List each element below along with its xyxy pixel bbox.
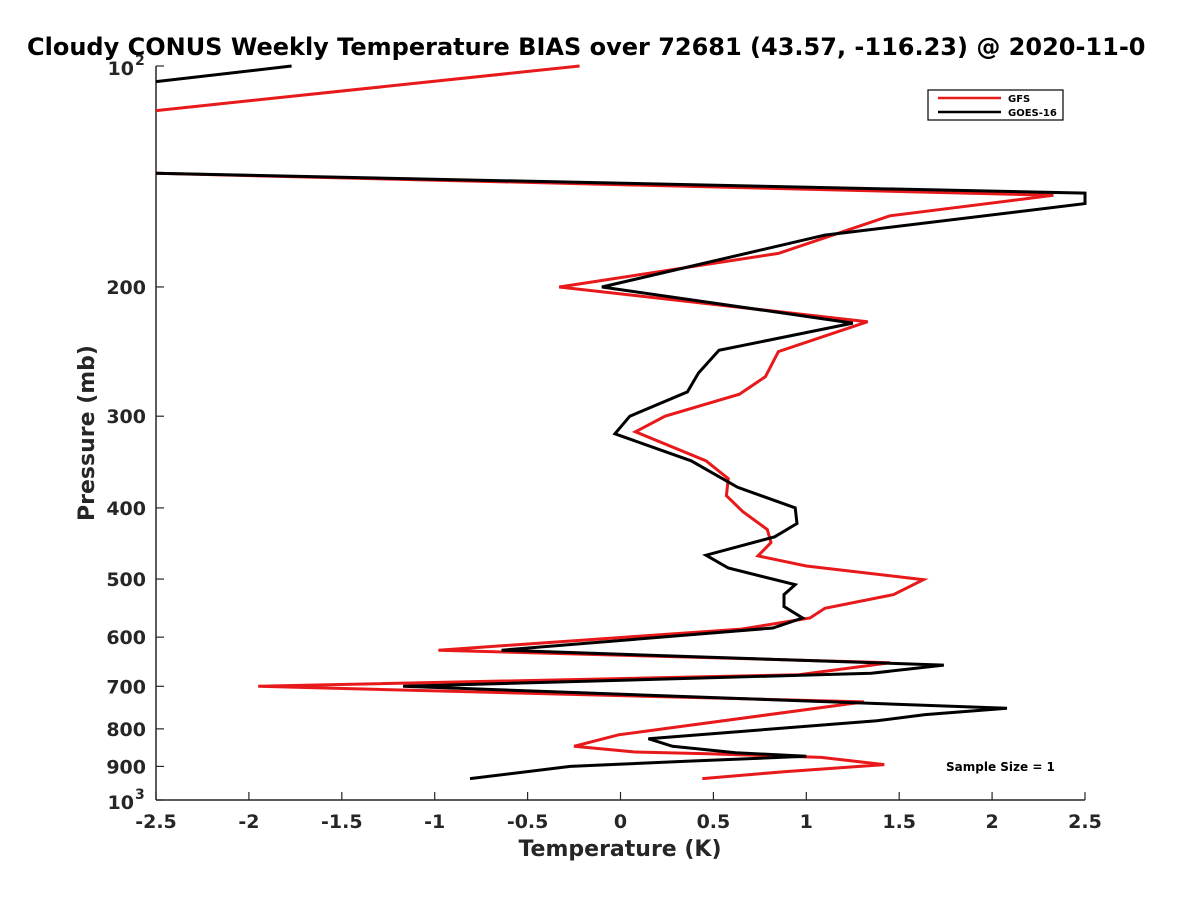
- y-decade-label: 10: [108, 58, 134, 80]
- y-tick-label: 300: [106, 406, 146, 428]
- series-goes-16: [155, 64, 1087, 781]
- x-axis-label: Temperature (K): [518, 837, 721, 862]
- x-tick-label: 2.5: [1068, 811, 1102, 833]
- x-tick-label: -1.5: [321, 811, 363, 833]
- y-decade-exponent: 3: [135, 787, 145, 803]
- x-tick-label: -2: [238, 811, 259, 833]
- series-line: [155, 171, 1054, 781]
- legend-label: GFS: [1008, 94, 1030, 105]
- legend-box: [927, 89, 1064, 121]
- y-decade-label: 10: [108, 792, 134, 814]
- series-gfs: [155, 64, 1054, 781]
- legend: GFS GOES-16: [927, 89, 1064, 121]
- x-tick-label: 2: [985, 811, 998, 833]
- y-tick-label: 700: [106, 676, 146, 698]
- x-ticks: -2.5 -2 -1.5 -1 -0.5 0 0.5 1 1.5 2 2.5: [135, 792, 1102, 833]
- y-decade-base: 10: [108, 792, 134, 814]
- x-tick-label: -1: [424, 811, 445, 833]
- x-tick-label: -0.5: [507, 811, 549, 833]
- x-tick-label: 1.5: [882, 811, 916, 833]
- series-line: [155, 64, 292, 84]
- y-tick-label: 400: [106, 498, 146, 520]
- y-decade-exponent: 2: [135, 53, 145, 69]
- y-axis-label: Pressure (mb): [75, 345, 100, 521]
- legend-label: GOES-16: [1008, 108, 1057, 119]
- sample-size-annotation: Sample Size = 1: [946, 760, 1055, 774]
- series-line: [155, 171, 1087, 781]
- y-tick-label: 600: [106, 627, 146, 649]
- y-tick-label: 800: [106, 719, 146, 741]
- y-tick-label: 900: [106, 756, 146, 778]
- x-tick-label: 1: [800, 811, 813, 833]
- x-tick-label: 0: [614, 811, 627, 833]
- y-tick-label: 200: [106, 277, 146, 299]
- x-tick-label: -2.5: [135, 811, 177, 833]
- series-line: [155, 64, 580, 113]
- x-tick-label: 0.5: [697, 811, 731, 833]
- y-tick-label: 500: [106, 569, 146, 591]
- chart-title: Cloudy CONUS Weekly Temperature BIAS ove…: [27, 33, 1145, 61]
- y-decade-base: 10: [108, 58, 134, 80]
- series-layer: [155, 64, 1087, 781]
